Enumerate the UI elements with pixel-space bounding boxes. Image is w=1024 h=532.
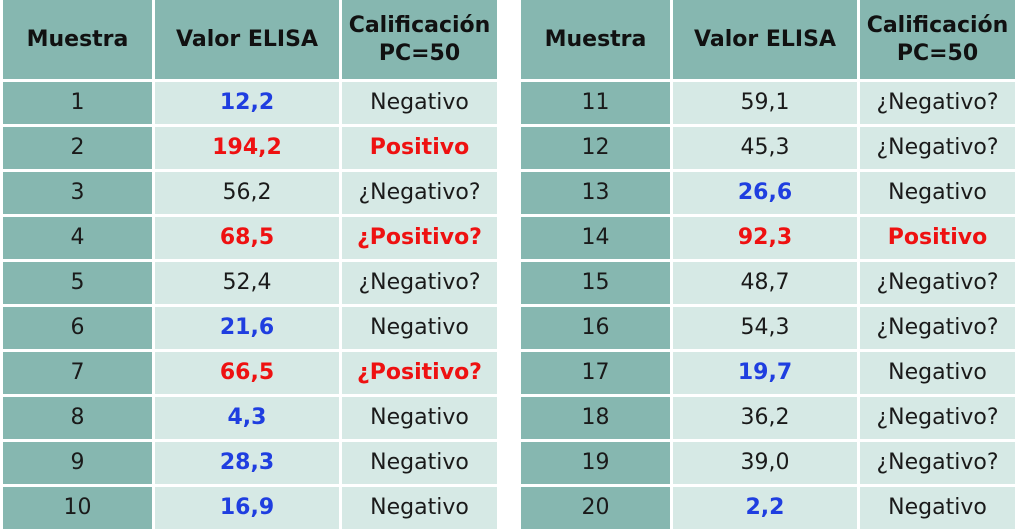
sample-cell: 7 [3,352,152,394]
elisa-value-cell: 12,2 [155,82,339,124]
rating-cell: Negativo [342,82,497,124]
rating-cell: ¿Negativo? [860,262,1015,304]
sample-cell: 13 [521,172,670,214]
elisa-value-cell: 26,6 [673,172,857,214]
header-value: Valor ELISA [155,0,339,79]
elisa-value-cell: 48,7 [673,262,857,304]
elisa-value-cell: 68,5 [155,217,339,259]
header-rating-line1: Calificación [348,13,491,38]
sample-cell: 3 [3,172,152,214]
rating-cell: Negativo [860,352,1015,394]
elisa-value-cell: 19,7 [673,352,857,394]
elisa-value-cell: 2,2 [673,487,857,529]
results-table-right: Muestra Valor ELISA Calificación PC=50 1… [521,0,1015,529]
elisa-value-cell: 45,3 [673,127,857,169]
elisa-value-cell: 39,0 [673,442,857,484]
sample-cell: 5 [3,262,152,304]
sample-cell: 9 [3,442,152,484]
rating-cell: ¿Negativo? [342,172,497,214]
rating-cell: ¿Negativo? [860,397,1015,439]
header-rating: Calificación PC=50 [860,0,1015,79]
elisa-value-cell: 54,3 [673,307,857,349]
rating-cell: Negativo [860,172,1015,214]
header-rating-line2: PC=50 [378,40,461,66]
rating-cell: ¿Positivo? [342,352,497,394]
header-value: Valor ELISA [673,0,857,79]
rating-cell: ¿Negativo? [860,442,1015,484]
elisa-value-cell: 21,6 [155,307,339,349]
header-rating-line1: Calificación [866,13,1009,38]
sample-cell: 18 [521,397,670,439]
rating-cell: Negativo [342,307,497,349]
sample-cell: 15 [521,262,670,304]
elisa-value-cell: 4,3 [155,397,339,439]
elisa-value-cell: 56,2 [155,172,339,214]
sample-cell: 20 [521,487,670,529]
sample-cell: 11 [521,82,670,124]
elisa-value-cell: 52,4 [155,262,339,304]
rating-cell: ¿Negativo? [860,307,1015,349]
rating-cell: Negativo [342,487,497,529]
elisa-value-cell: 194,2 [155,127,339,169]
header-rating: Calificación PC=50 [342,0,497,79]
sample-cell: 19 [521,442,670,484]
rating-cell: Positivo [342,127,497,169]
sample-cell: 2 [3,127,152,169]
rating-cell: Positivo [860,217,1015,259]
elisa-value-cell: 16,9 [155,487,339,529]
rating-cell: ¿Negativo? [342,262,497,304]
sample-cell: 10 [3,487,152,529]
rating-cell: ¿Positivo? [342,217,497,259]
sample-cell: 12 [521,127,670,169]
sample-cell: 16 [521,307,670,349]
sample-cell: 4 [3,217,152,259]
rating-cell: Negativo [342,397,497,439]
rating-cell: Negativo [860,487,1015,529]
elisa-value-cell: 28,3 [155,442,339,484]
sample-cell: 17 [521,352,670,394]
header-sample: Muestra [521,0,670,79]
sample-cell: 6 [3,307,152,349]
sample-cell: 14 [521,217,670,259]
sample-cell: 1 [3,82,152,124]
sample-cell: 8 [3,397,152,439]
results-table-left: Muestra Valor ELISA Calificación PC=50 1… [3,0,497,529]
header-rating-line2: PC=50 [896,40,979,66]
header-sample: Muestra [3,0,152,79]
rating-cell: ¿Negativo? [860,82,1015,124]
rating-cell: ¿Negativo? [860,127,1015,169]
elisa-value-cell: 66,5 [155,352,339,394]
elisa-value-cell: 36,2 [673,397,857,439]
elisa-value-cell: 92,3 [673,217,857,259]
rating-cell: Negativo [342,442,497,484]
elisa-value-cell: 59,1 [673,82,857,124]
